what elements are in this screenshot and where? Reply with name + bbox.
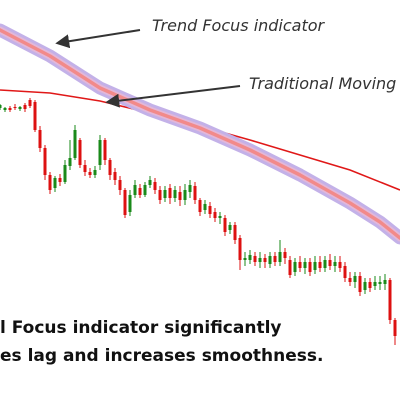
trend-focus-annotation: Trend Focus indicator [152, 16, 325, 35]
candle-body [33, 102, 37, 130]
candle-body [263, 258, 267, 262]
candle-body [268, 256, 272, 264]
candle-body [83, 165, 87, 172]
candle-body [313, 262, 317, 270]
candle-body [278, 252, 282, 262]
candle-body [128, 195, 132, 212]
candle-body [58, 178, 62, 182]
candle-body [238, 238, 242, 260]
candle-body [43, 148, 47, 175]
candle-body [148, 180, 152, 185]
candle-body [233, 225, 237, 240]
candle-body [113, 172, 117, 180]
candle-body [168, 188, 172, 198]
candle-body [293, 262, 297, 272]
trend-focus-arrow [55, 29, 141, 49]
candle-body [348, 278, 352, 282]
candle-body [328, 260, 332, 266]
candle-body [8, 108, 12, 110]
candle-body [23, 105, 27, 109]
moving-average-arrow [105, 85, 241, 108]
candle-body [353, 276, 357, 282]
candle-body [53, 178, 57, 188]
candle-body [38, 130, 42, 148]
candle-body [88, 172, 92, 175]
candle-body [208, 206, 212, 214]
candle-body [193, 186, 197, 200]
candle-body [243, 258, 247, 260]
candle-body [138, 188, 142, 195]
candle-body [98, 140, 102, 165]
candle-body [303, 262, 307, 268]
candle-body [358, 276, 362, 292]
candle-body [318, 262, 322, 268]
candle-body [393, 320, 397, 336]
trend-focus-band-inner [0, 28, 400, 240]
candle-body [188, 185, 192, 192]
candle-body [253, 256, 257, 262]
candle-body [213, 212, 217, 218]
candles-layer [0, 98, 397, 345]
candle-body [108, 160, 112, 175]
candle-body [153, 182, 157, 190]
candle-body [3, 108, 7, 110]
candle-body [0, 105, 2, 108]
candle-body [103, 140, 107, 160]
candle-body [378, 282, 382, 284]
candle-body [218, 216, 222, 218]
candle-body [163, 190, 167, 198]
candle-body [298, 262, 302, 268]
candle-body [333, 262, 337, 266]
candle-body [18, 107, 22, 109]
candle-body [338, 262, 342, 268]
candle-body [383, 280, 387, 284]
candle-body [48, 175, 52, 190]
candle-body [78, 140, 82, 165]
candle-body [63, 165, 67, 182]
candle-body [323, 260, 327, 268]
caption-line-1: l Focus indicator significantly [0, 318, 282, 338]
candle-body [228, 225, 232, 230]
candle-body [158, 190, 162, 200]
candle-body [388, 280, 392, 320]
candle-body [343, 266, 347, 278]
candle-body [368, 282, 372, 288]
candle-body [363, 282, 367, 290]
candle-body [308, 262, 312, 272]
candle-body [283, 252, 287, 258]
candle-body [13, 107, 17, 108]
candle-body [93, 170, 97, 175]
caption-line-2: es lag and increases smoothness. [0, 346, 324, 366]
candle-body [118, 180, 122, 190]
candle-body [183, 190, 187, 200]
moving-average-annotation: Traditional Moving [249, 74, 397, 93]
candle-body [178, 192, 182, 200]
candle-body [123, 190, 127, 215]
candle-body [28, 100, 32, 106]
candle-body [288, 260, 292, 275]
candle-body [273, 256, 277, 262]
candle-body [223, 218, 227, 232]
candle-body [73, 130, 77, 158]
candle-body [143, 185, 147, 195]
candle-body [133, 185, 137, 195]
candle-body [203, 204, 207, 210]
candle-body [68, 158, 72, 166]
candle-body [173, 190, 177, 198]
candle-body [198, 200, 202, 212]
candle-body [248, 255, 252, 260]
candle-body [258, 258, 262, 262]
candle-body [373, 282, 377, 286]
